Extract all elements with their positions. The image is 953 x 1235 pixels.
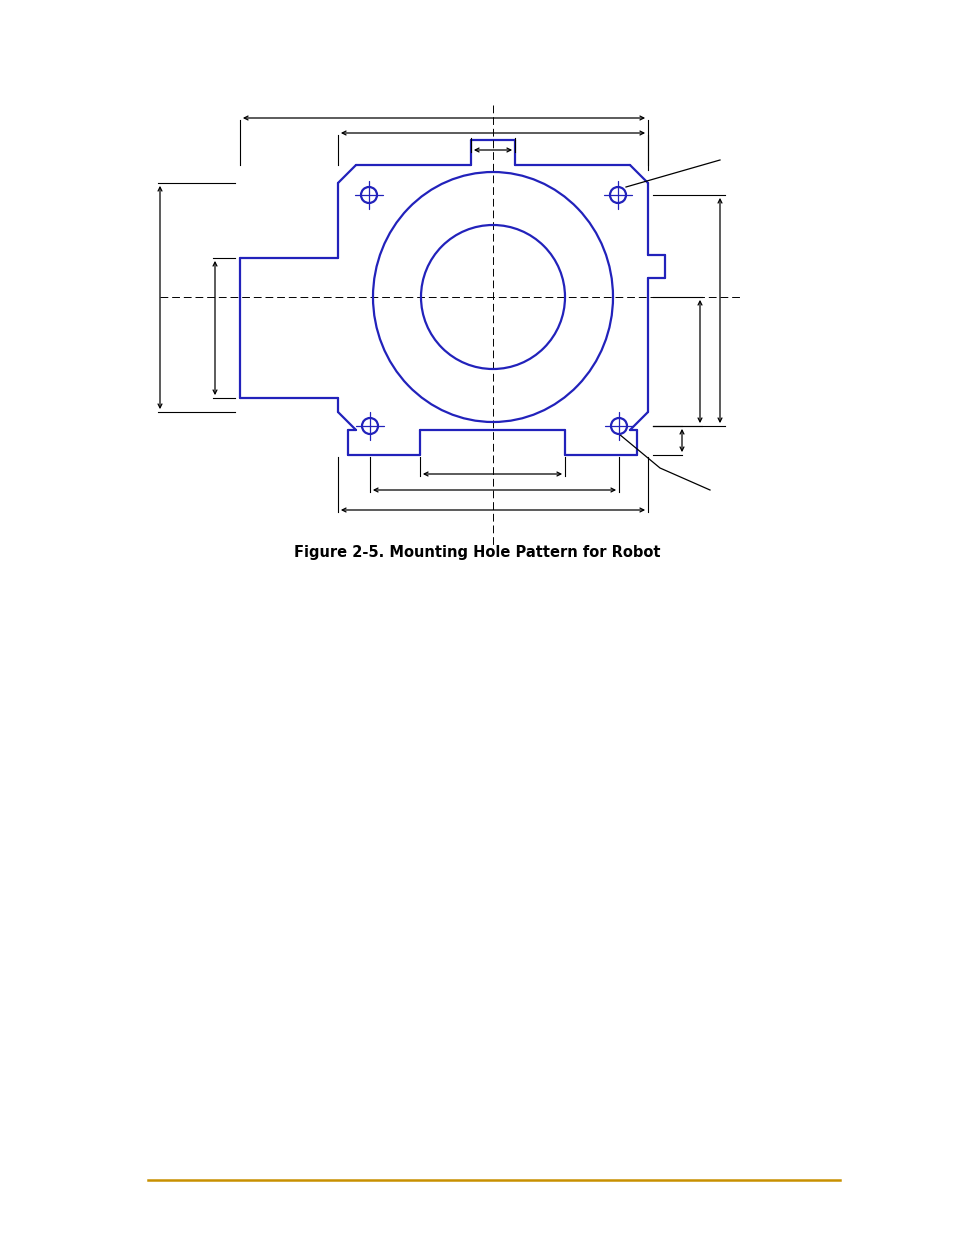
Text: Figure 2-5. Mounting Hole Pattern for Robot: Figure 2-5. Mounting Hole Pattern for Ro… bbox=[294, 545, 659, 559]
